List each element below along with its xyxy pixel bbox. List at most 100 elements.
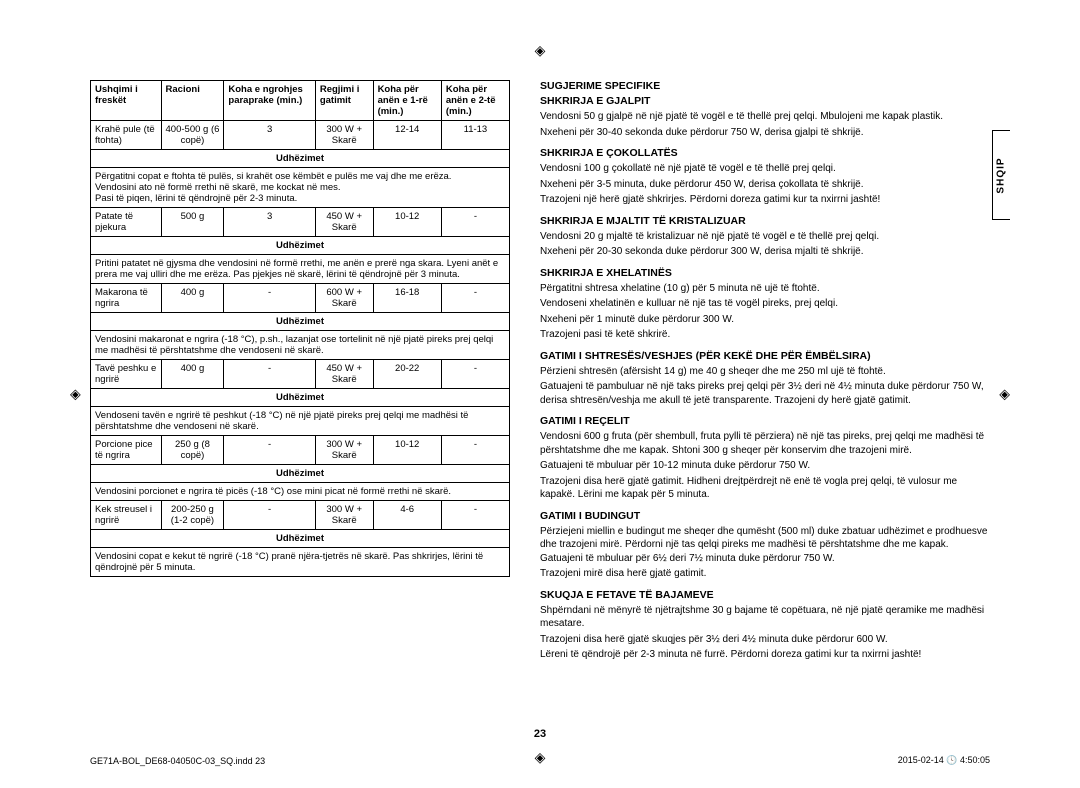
instructions-text: Vendosini porcionet e ngrira të picës (-… [91, 483, 510, 501]
food-table-column: Ushqimi i freskët Racioni Koha e ngrohje… [90, 80, 510, 664]
instructions-label: Udhëzimet [91, 313, 510, 331]
instructions-label: Udhëzimet [91, 389, 510, 407]
section-title: SHKRIRJA E XHELATINËS [540, 267, 990, 279]
th-time1: Koha për anën e 1-rë (min.) [373, 81, 441, 121]
table-cell: 450 W + Skarë [315, 208, 373, 237]
section-paragraph: Gatuajeni të mbuluar për 10-12 minuta du… [540, 459, 990, 473]
table-cell: - [224, 436, 315, 465]
th-time2: Koha për anën e 2-të (min.) [441, 81, 509, 121]
section-paragraph: Përgatitni shtresa xhelatine (10 g) për … [540, 282, 990, 296]
table-cell: - [441, 284, 509, 313]
section-paragraph: Vendosni 100 g çokollatë në një pjatë të… [540, 162, 990, 176]
registration-mark-icon: ◈ [70, 386, 81, 403]
table-cell: 500 g [161, 208, 224, 237]
table-cell: - [224, 501, 315, 530]
table-cell: Krahë pule (të ftohta) [91, 121, 162, 150]
section-paragraph: Lëreni të qëndrojë për 2-3 minuta në fur… [540, 648, 990, 662]
table-cell: 16-18 [373, 284, 441, 313]
page-number: 23 [534, 728, 546, 740]
table-cell: Patate të pjekura [91, 208, 162, 237]
section-paragraph: Nxeheni për 3-5 minuta, duke përdorur 45… [540, 178, 990, 192]
section-paragraph: Nxeheni për 1 minutë duke përdorur 300 W… [540, 313, 990, 327]
section-paragraph: Gatuajeni të pambuluar në një taks pirek… [540, 380, 990, 407]
section-paragraph: Përziejeni miellin e budingut me sheqer … [540, 525, 990, 566]
table-cell: 300 W + Skarë [315, 436, 373, 465]
table-cell: - [441, 360, 509, 389]
th-mode: Regjimi i gatimit [315, 81, 373, 121]
table-cell: 3 [224, 208, 315, 237]
table-cell: - [441, 208, 509, 237]
table-cell: 200-250 g (1-2 copë) [161, 501, 224, 530]
section-title: SHKRIRJA E MJALTIT TË KRISTALIZUAR [540, 215, 990, 227]
table-cell: 3 [224, 121, 315, 150]
table-cell: 10-12 [373, 436, 441, 465]
th-portion: Racioni [161, 81, 224, 121]
table-cell: Makarona të ngrira [91, 284, 162, 313]
table-cell: Tavë peshku e ngrirë [91, 360, 162, 389]
table-row: Patate të pjekura500 g3450 W + Skarë10-1… [91, 208, 510, 237]
language-tab: SHQIP [992, 130, 1010, 220]
footer-timestamp: 2015-02-14 🕓 4:50:05 [898, 755, 990, 766]
cooking-table: Ushqimi i freskët Racioni Koha e ngrohje… [90, 80, 510, 577]
section-paragraph: Përzieni shtresën (afërsisht 14 g) me 40… [540, 365, 990, 379]
section-paragraph: Trazojeni një herë gjatë shkrirjes. Përd… [540, 193, 990, 207]
main-title: SUGJERIME SPECIFIKE [540, 80, 990, 92]
instructions-label: Udhëzimet [91, 150, 510, 168]
section-title: GATIMI I REÇELIT [540, 415, 990, 427]
th-food: Ushqimi i freskët [91, 81, 162, 121]
table-cell: 600 W + Skarë [315, 284, 373, 313]
table-cell: 250 g (8 copë) [161, 436, 224, 465]
instructions-label: Udhëzimet [91, 530, 510, 548]
section-title: SHKRIRJA E GJALPIT [540, 95, 990, 107]
table-cell: 11-13 [441, 121, 509, 150]
registration-mark-icon: ◈ [999, 386, 1010, 403]
section-title: SHKRIRJA E ÇOKOLLATËS [540, 147, 990, 159]
section-paragraph: Vendosni 20 g mjaltë të kristalizuar në … [540, 230, 990, 244]
instructions-label: Udhëzimet [91, 465, 510, 483]
table-cell: Porcione pice të ngrira [91, 436, 162, 465]
table-cell: 10-12 [373, 208, 441, 237]
registration-mark-icon: ◈ [535, 42, 546, 59]
table-row: Kek streusel i ngrirë200-250 g (1-2 copë… [91, 501, 510, 530]
section-paragraph: Vendoseni xhelatinën e kulluar në një ta… [540, 297, 990, 311]
instructions-text: Vendoseni tavën e ngrirë të peshkut (-18… [91, 407, 510, 436]
instructions-text: Pritini patatet në gjysma dhe vendosini … [91, 255, 510, 284]
table-row: Porcione pice të ngrira250 g (8 copë)-30… [91, 436, 510, 465]
section-title: GATIMI I BUDINGUT [540, 510, 990, 522]
instructions-text: Vendosini copat e kekut të ngrirë (-18 °… [91, 548, 510, 577]
table-row: Makarona të ngrira400 g-600 W + Skarë16-… [91, 284, 510, 313]
instructions-label: Udhëzimet [91, 237, 510, 255]
language-label: SHQIP [996, 157, 1007, 193]
section-paragraph: Trazojeni disa herë gjatë gatimit. Hidhe… [540, 475, 990, 502]
table-cell: 20-22 [373, 360, 441, 389]
section-paragraph: Trazojeni mirë disa herë gjatë gatimit. [540, 567, 990, 581]
footer-filename: GE71A-BOL_DE68-04050C-03_SQ.indd 23 [90, 756, 265, 766]
table-row: Krahë pule (të ftohta)400-500 g (6 copë)… [91, 121, 510, 150]
section-title: GATIMI I SHTRESËS/VESHJES (PËR KEKË DHE … [540, 350, 990, 362]
table-cell: - [441, 501, 509, 530]
table-cell: 400 g [161, 284, 224, 313]
table-cell: 400-500 g (6 copë) [161, 121, 224, 150]
section-paragraph: Nxeheni për 20-30 sekonda duke përdorur … [540, 245, 990, 259]
section-title: SKUQJA E FETAVE TË BAJAMEVE [540, 589, 990, 601]
instructions-text: Përgatitni copat e ftohta të pulës, si k… [91, 168, 510, 208]
table-cell: 4-6 [373, 501, 441, 530]
th-preheat: Koha e ngrohjes paraprake (min.) [224, 81, 315, 121]
table-cell: 450 W + Skarë [315, 360, 373, 389]
table-cell: 12-14 [373, 121, 441, 150]
table-cell: 300 W + Skarë [315, 121, 373, 150]
registration-mark-icon: ◈ [535, 749, 546, 766]
section-paragraph: Shpërndani në mënyrë të njëtrajtshme 30 … [540, 604, 990, 631]
table-cell: 400 g [161, 360, 224, 389]
section-paragraph: Trazojeni disa herë gjatë skuqjes për 3½… [540, 633, 990, 647]
table-cell: - [224, 360, 315, 389]
table-cell: 300 W + Skarë [315, 501, 373, 530]
table-cell: - [441, 436, 509, 465]
instructions-text: Vendosini makaronat e ngrira (-18 °C), p… [91, 331, 510, 360]
section-paragraph: Vendosni 50 g gjalpë në një pjatë të vog… [540, 110, 990, 124]
tips-column: SUGJERIME SPECIFIKE SHKRIRJA E GJALPIT Ve… [540, 80, 990, 664]
section-paragraph: Nxeheni për 30-40 sekonda duke përdorur … [540, 126, 990, 140]
table-cell: - [224, 284, 315, 313]
section-paragraph: Trazojeni pasi të ketë shkrirë. [540, 328, 990, 342]
table-cell: Kek streusel i ngrirë [91, 501, 162, 530]
